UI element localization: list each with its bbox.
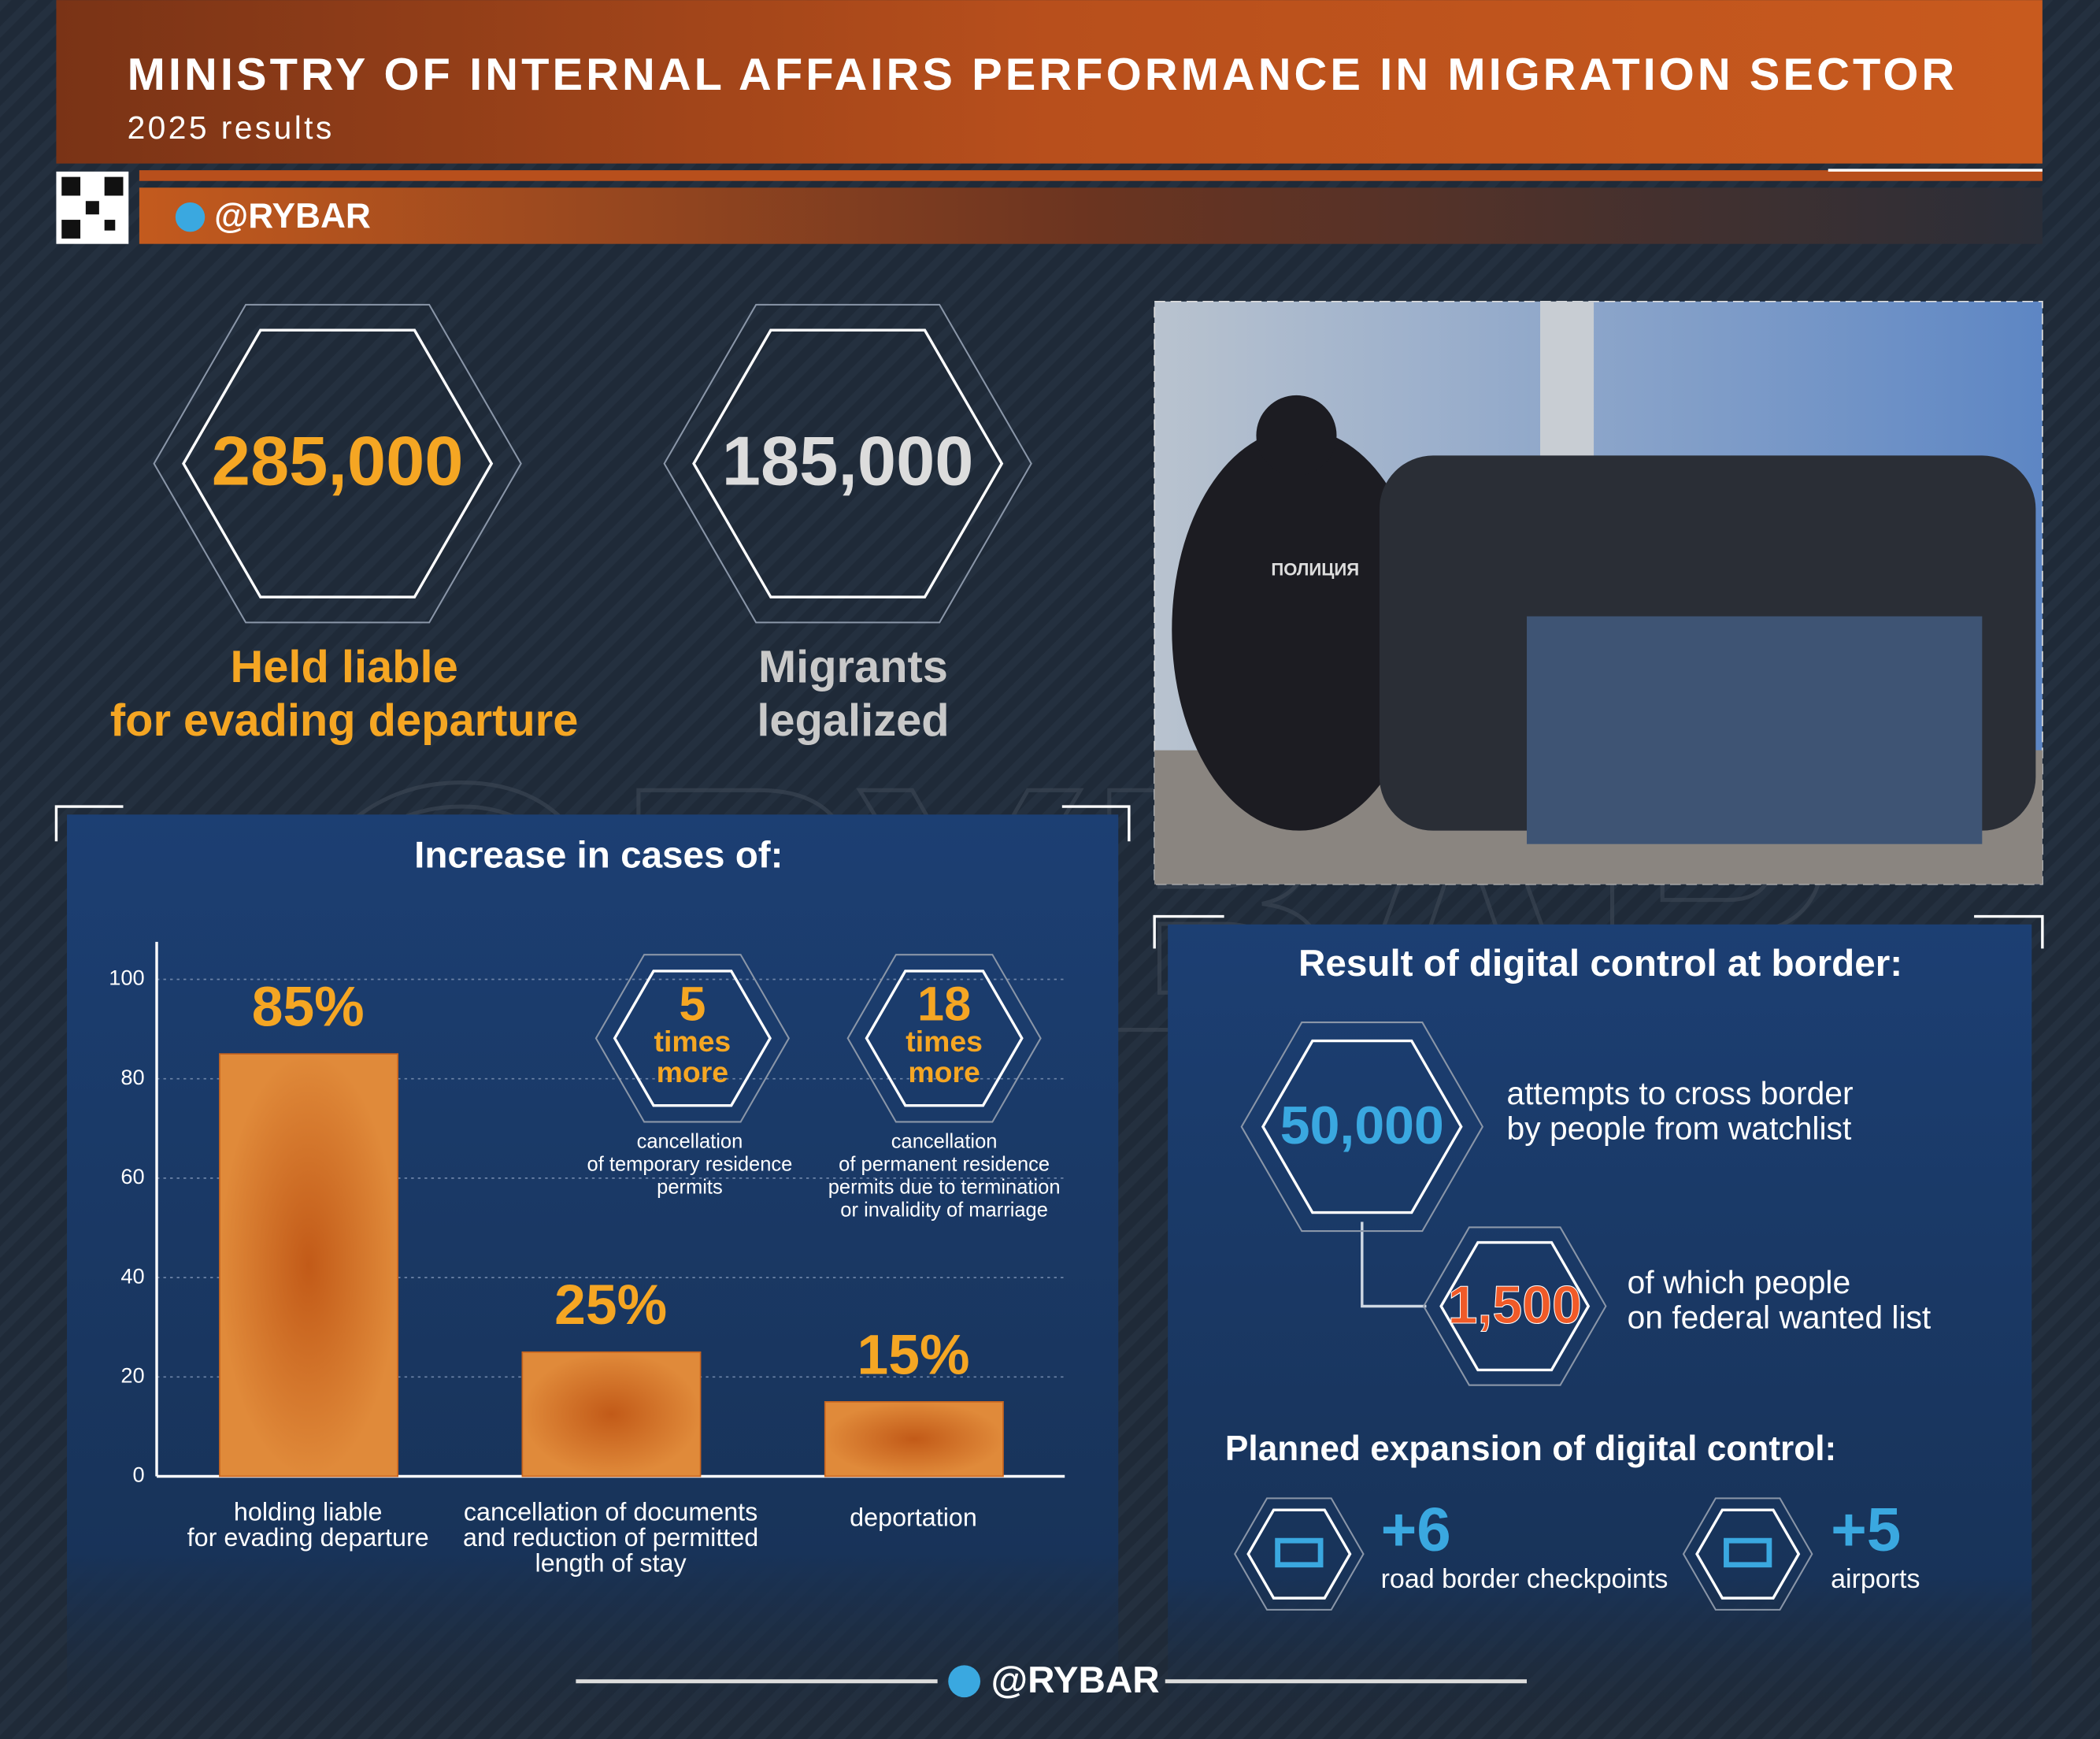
callout-text: of permanent residence bbox=[839, 1154, 1050, 1176]
callout-text: permits bbox=[657, 1177, 723, 1199]
hexagon-outer bbox=[1240, 1022, 1484, 1233]
value-label: 25% bbox=[554, 1274, 667, 1337]
value-label: 85% bbox=[252, 976, 365, 1039]
stat-value: 285,000 bbox=[212, 421, 464, 499]
y-tick-label: 80 bbox=[120, 1065, 144, 1089]
y-tick-label: 60 bbox=[120, 1164, 144, 1188]
x-tick-label: cancellation of documents bbox=[464, 1498, 757, 1526]
callout-unit: times bbox=[654, 1025, 731, 1058]
border-panel bbox=[1168, 924, 2032, 1739]
x-tick-label: and reduction of permitted bbox=[463, 1523, 758, 1552]
stat-label: Migrants bbox=[758, 642, 948, 692]
hexagon-inner bbox=[865, 970, 1024, 1107]
hexagon-outer bbox=[846, 954, 1042, 1123]
callout-text: cancellation bbox=[637, 1131, 743, 1153]
stat-label: Held liable bbox=[231, 642, 458, 692]
icon bbox=[1724, 1537, 1772, 1568]
x-tick-label: length of stay bbox=[535, 1548, 687, 1577]
stat-value: 185,000 bbox=[722, 421, 974, 499]
qr-pattern bbox=[61, 176, 124, 239]
hexagon-inner bbox=[1261, 1039, 1463, 1214]
photo-figures bbox=[1154, 301, 2043, 884]
callout-unit: times bbox=[906, 1025, 983, 1058]
callout-text: or invalidity of marriage bbox=[840, 1199, 1048, 1221]
hexagon-outer bbox=[153, 303, 522, 624]
border-text: by people from watchlist bbox=[1507, 1110, 1852, 1146]
border-value: 50,000 bbox=[1280, 1096, 1444, 1155]
header-bar bbox=[56, 0, 2043, 164]
footer-brand: @RYBAR bbox=[991, 1659, 1160, 1701]
hexagon-outer bbox=[594, 954, 791, 1123]
stat-label: for evading departure bbox=[110, 695, 578, 746]
corner-brackets bbox=[54, 805, 2044, 949]
hexagon-inner bbox=[692, 328, 1004, 599]
connector bbox=[1361, 1222, 1427, 1308]
callout-text: permits due to termination bbox=[828, 1177, 1061, 1199]
chart-title: Increase in cases of: bbox=[414, 834, 783, 876]
callout-value: 18 bbox=[917, 977, 971, 1030]
telegram-icon bbox=[175, 202, 206, 232]
brand-bar bbox=[139, 187, 2043, 244]
callout-text: cancellation bbox=[891, 1131, 998, 1153]
expansion-label: road border checkpoints bbox=[1381, 1564, 1669, 1594]
callout-text: of temporary residence bbox=[587, 1154, 793, 1176]
border-text: of which people bbox=[1628, 1264, 1851, 1300]
callout-value: 5 bbox=[679, 977, 706, 1030]
border-text: on federal wanted list bbox=[1628, 1299, 1931, 1335]
border-text: attempts to cross border bbox=[1507, 1075, 1854, 1111]
bar bbox=[219, 1053, 399, 1478]
callout-unit: more bbox=[657, 1055, 728, 1088]
photo-caption: ПОЛИЦИЯ bbox=[1271, 560, 1359, 580]
x-tick-label: for evading departure bbox=[187, 1523, 429, 1552]
bar bbox=[521, 1351, 702, 1478]
x-tick-label: deportation bbox=[850, 1503, 977, 1531]
border-value: 1,500 bbox=[1448, 1275, 1582, 1335]
hexagon-outer bbox=[663, 303, 1032, 624]
value-label: 15% bbox=[857, 1323, 970, 1386]
expansion-value: +5 bbox=[1831, 1494, 1901, 1563]
hexagon-outer bbox=[1682, 1497, 1813, 1611]
bar bbox=[824, 1400, 1004, 1478]
y-tick-label: 40 bbox=[120, 1263, 144, 1288]
telegram-icon bbox=[948, 1665, 981, 1698]
hexagon-outer bbox=[1422, 1226, 1607, 1386]
hexagon-inner bbox=[1246, 1508, 1352, 1600]
rule bbox=[139, 170, 2043, 181]
y-tick-label: 100 bbox=[109, 966, 144, 990]
hexagon-outer bbox=[1234, 1497, 1365, 1611]
y-tick-label: 20 bbox=[120, 1363, 144, 1387]
stat-label: legalized bbox=[757, 695, 949, 746]
x-tick-label: holding liable bbox=[234, 1498, 383, 1526]
expansion-title: Planned expansion of digital control: bbox=[1225, 1429, 1836, 1468]
hexagon-inner bbox=[182, 328, 494, 599]
brand: @RYBAR bbox=[214, 197, 371, 235]
hexagon-inner bbox=[1439, 1240, 1591, 1372]
icon bbox=[1275, 1537, 1324, 1568]
title: MINISTRY OF INTERNAL AFFAIRS PERFORMANCE… bbox=[128, 50, 1958, 100]
expansion-value: +6 bbox=[1381, 1494, 1451, 1563]
hexagon-inner bbox=[1695, 1508, 1801, 1600]
subtitle: 2025 results bbox=[128, 109, 335, 146]
expansion-label: airports bbox=[1831, 1564, 1920, 1594]
callout-unit: more bbox=[908, 1055, 980, 1088]
border-title: Result of digital control at border: bbox=[1298, 943, 1902, 984]
y-tick-label: 0 bbox=[133, 1463, 145, 1487]
hexagon-inner bbox=[613, 970, 772, 1107]
